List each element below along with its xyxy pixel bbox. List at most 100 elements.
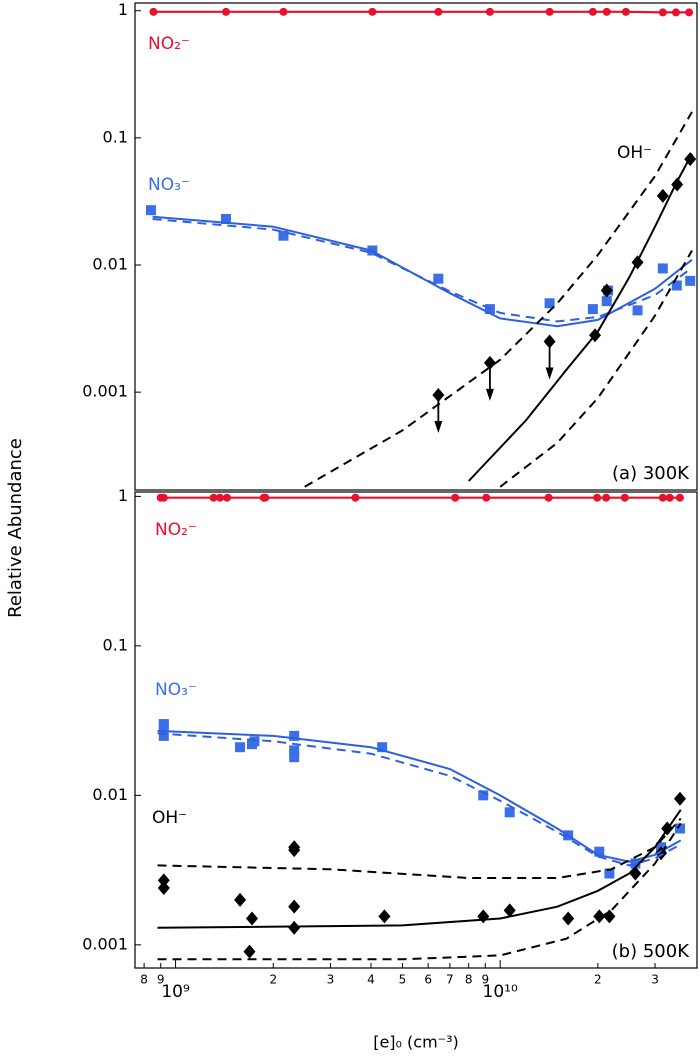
data-point [602, 493, 611, 502]
x-tick-label: 4 [367, 973, 375, 987]
series-label: NO₃⁻ [155, 680, 197, 700]
data-point [630, 858, 641, 869]
data-point [222, 493, 231, 502]
fit-line [152, 215, 693, 328]
data-point [288, 920, 301, 935]
data-point [604, 868, 615, 879]
plot-frame [134, 2, 698, 491]
data-point [593, 909, 606, 924]
data-point [587, 304, 598, 315]
data-point [288, 899, 301, 914]
data-point [289, 745, 300, 756]
x-tick-label: 10⁹ [161, 982, 190, 1002]
x-tick-label: 10¹⁰ [483, 982, 518, 1002]
data-point [434, 7, 443, 16]
data-point [673, 791, 686, 806]
fit-line [157, 809, 682, 929]
y-tick-label: 1 [118, 486, 128, 505]
x-tick-label: 2 [269, 973, 277, 987]
fit-line [304, 111, 693, 488]
y-tick-label: 0.001 [82, 382, 128, 401]
data-point [220, 214, 231, 225]
series-label: NO₂⁻ [155, 520, 197, 540]
data-point [289, 752, 300, 763]
data-point [221, 7, 230, 16]
data-point [601, 296, 612, 307]
data-point [603, 909, 616, 924]
data-point [482, 493, 491, 502]
series-label: OH⁻ [152, 808, 187, 828]
data-point [658, 8, 667, 17]
fit-line [157, 817, 682, 879]
data-point [503, 903, 516, 918]
data-point [665, 493, 674, 502]
data-point [451, 493, 460, 502]
fit-line [157, 729, 682, 863]
data-point [545, 7, 554, 16]
fit-line [152, 218, 693, 323]
fit-line [157, 822, 682, 961]
data-point [249, 736, 260, 747]
data-point [602, 7, 611, 16]
x-tick-label: 2 [594, 973, 602, 987]
data-point [377, 742, 388, 753]
data-point [685, 8, 694, 17]
data-point [279, 7, 288, 16]
data-point [368, 7, 377, 16]
y-axis-label: Relative Abundance [5, 438, 26, 618]
data-point [378, 909, 391, 924]
x-tick-label: 5 [399, 973, 407, 987]
data-point [594, 846, 605, 857]
series-label: OH⁻ [617, 143, 652, 163]
x-tick-label: 8 [465, 973, 473, 987]
x-tick-label: 9 [481, 973, 489, 987]
data-point [544, 493, 553, 502]
y-tick-label: 0.01 [92, 785, 128, 804]
panel-label: (a) 300K [612, 463, 690, 484]
data-point [593, 493, 602, 502]
y-tick-label: 0.1 [103, 635, 128, 654]
data-point [234, 892, 247, 907]
data-point [159, 493, 168, 502]
data-point [656, 188, 669, 203]
data-point [157, 881, 170, 896]
data-point [674, 823, 685, 834]
y-tick-label: 0.1 [103, 127, 128, 146]
x-tick-label: 9 [157, 973, 165, 987]
data-point [658, 493, 667, 502]
data-point [157, 873, 170, 888]
fit-line [499, 250, 693, 488]
data-point [562, 911, 575, 926]
plot-frame [134, 491, 698, 969]
data-point [149, 7, 158, 16]
data-point [504, 807, 515, 818]
x-tick-label: 6 [424, 973, 432, 987]
y-tick-label: 0.01 [92, 255, 128, 274]
data-point [657, 263, 668, 274]
series-label: NO₃⁻ [148, 175, 190, 195]
data-point [261, 493, 270, 502]
data-point [588, 7, 597, 16]
data-point [289, 730, 300, 741]
y-tick-label: 0.001 [82, 934, 128, 953]
data-point [621, 7, 630, 16]
panel: 1 0.1 0.01 0.001 (a) 300K NO₂⁻ NO₃⁻ OH⁻ [82, 0, 698, 491]
x-axis-label: [e]₀ (cm⁻³) [373, 1033, 459, 1052]
data-point [620, 493, 629, 502]
series-label: NO₂⁻ [148, 34, 190, 54]
fit-line [467, 153, 693, 482]
fit-line [157, 732, 682, 867]
data-point [158, 730, 169, 741]
data-point [478, 790, 489, 801]
data-point [544, 298, 555, 309]
data-point [485, 7, 494, 16]
data-point [685, 275, 696, 286]
data-point [351, 493, 360, 502]
data-point [675, 493, 684, 502]
data-point [288, 843, 301, 858]
data-point [433, 273, 444, 284]
data-point [671, 280, 682, 291]
data-point [477, 909, 490, 924]
